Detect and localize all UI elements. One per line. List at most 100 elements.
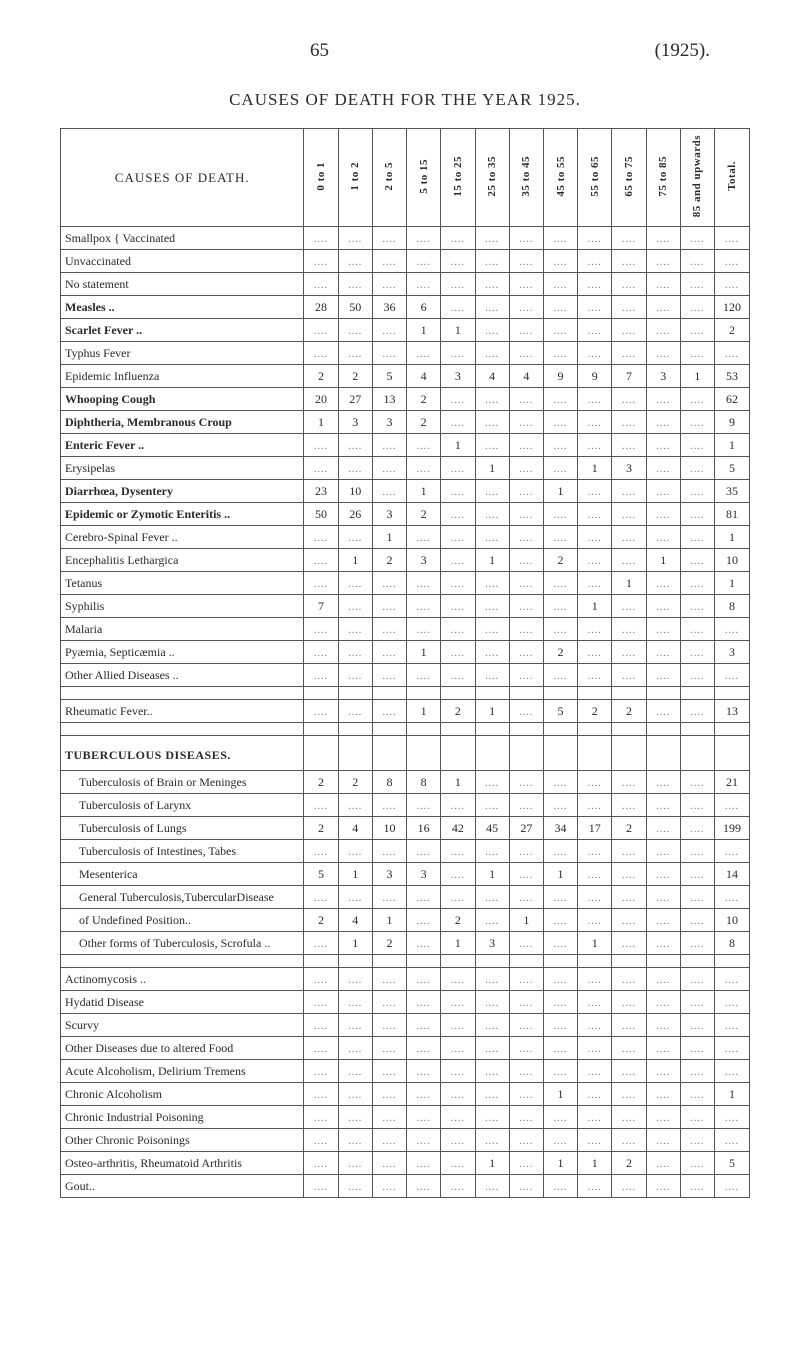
value-cell — [372, 641, 406, 664]
column-header-total: Total. — [715, 129, 750, 227]
value-cell: 23 — [304, 480, 338, 503]
value-cell — [372, 1129, 406, 1152]
value-cell — [543, 1106, 577, 1129]
cause-cell: Tetanus — [61, 572, 304, 595]
value-cell — [441, 572, 475, 595]
column-header-range: 15 to 25 — [441, 129, 475, 227]
value-cell — [441, 549, 475, 572]
total-cell: 10 — [715, 909, 750, 932]
value-cell: 10 — [372, 817, 406, 840]
value-cell — [680, 700, 714, 723]
value-cell — [509, 480, 543, 503]
table-row: Diarrhœa, Dysentery23101135 — [61, 480, 750, 503]
value-cell — [509, 342, 543, 365]
value-cell — [578, 319, 612, 342]
value-cell: 1 — [509, 909, 543, 932]
value-cell: 8 — [372, 771, 406, 794]
value-cell — [680, 319, 714, 342]
value-cell — [441, 618, 475, 641]
value-cell — [646, 296, 680, 319]
value-cell — [578, 434, 612, 457]
value-cell — [543, 932, 577, 955]
value-cell — [338, 1175, 372, 1198]
value-cell — [338, 595, 372, 618]
value-cell — [372, 840, 406, 863]
value-cell — [680, 250, 714, 273]
value-cell — [509, 1083, 543, 1106]
value-cell — [475, 794, 509, 817]
value-cell — [612, 250, 646, 273]
value-cell — [680, 664, 714, 687]
value-cell — [304, 549, 338, 572]
value-cell — [646, 771, 680, 794]
value-cell — [680, 794, 714, 817]
cause-cell: Acute Alcoholism, Delirium Tremens — [61, 1060, 304, 1083]
value-cell — [372, 1014, 406, 1037]
value-cell — [680, 687, 714, 700]
value-cell — [646, 1106, 680, 1129]
value-cell — [372, 618, 406, 641]
total-cell — [715, 1129, 750, 1152]
table-row: Enteric Fever ..11 — [61, 434, 750, 457]
value-cell — [509, 227, 543, 250]
value-cell — [509, 319, 543, 342]
table-row: Smallpox { Vaccinated — [61, 227, 750, 250]
value-cell — [304, 794, 338, 817]
value-cell: 10 — [338, 480, 372, 503]
value-cell — [578, 641, 612, 664]
value-cell — [441, 595, 475, 618]
value-cell: 16 — [407, 817, 441, 840]
value-cell — [304, 1129, 338, 1152]
value-cell: 1 — [543, 480, 577, 503]
total-cell: 3 — [715, 641, 750, 664]
value-cell — [338, 1106, 372, 1129]
value-cell — [441, 687, 475, 700]
value-cell — [509, 991, 543, 1014]
value-cell — [612, 319, 646, 342]
value-cell — [543, 342, 577, 365]
value-cell — [543, 618, 577, 641]
value-cell — [646, 526, 680, 549]
table-row: General Tuberculosis,TubercularDisease — [61, 886, 750, 909]
table-row: Tuberculosis of Larynx — [61, 794, 750, 817]
cause-cell: Diphtheria, Membranous Croup — [61, 411, 304, 434]
value-cell — [338, 794, 372, 817]
value-cell — [372, 1152, 406, 1175]
value-cell — [475, 227, 509, 250]
value-cell — [646, 1152, 680, 1175]
cause-cell: No statement — [61, 273, 304, 296]
value-cell — [407, 932, 441, 955]
value-cell — [304, 955, 338, 968]
table-row: Epidemic or Zymotic Enteritis ..50263281 — [61, 503, 750, 526]
value-cell — [338, 840, 372, 863]
value-cell: 1 — [441, 319, 475, 342]
value-cell — [475, 909, 509, 932]
value-cell — [612, 723, 646, 736]
value-cell — [578, 250, 612, 273]
value-cell — [578, 388, 612, 411]
value-cell — [441, 1175, 475, 1198]
value-cell — [509, 250, 543, 273]
table-row: Osteo-arthritis, Rheumatoid Arthritis111… — [61, 1152, 750, 1175]
value-cell — [338, 572, 372, 595]
value-cell — [304, 723, 338, 736]
value-cell — [680, 388, 714, 411]
cause-cell: Other forms of Tuberculosis, Scrofula .. — [61, 932, 304, 955]
value-cell: 3 — [407, 863, 441, 886]
value-cell — [441, 342, 475, 365]
table-row: Measles ..2850366120 — [61, 296, 750, 319]
value-cell — [407, 457, 441, 480]
value-cell — [475, 1060, 509, 1083]
value-cell — [612, 434, 646, 457]
value-cell: 2 — [543, 549, 577, 572]
table-row: Whooping Cough202713262 — [61, 388, 750, 411]
cause-cell: Scarlet Fever .. — [61, 319, 304, 342]
value-cell — [407, 618, 441, 641]
value-cell — [304, 1152, 338, 1175]
value-cell: 2 — [441, 700, 475, 723]
value-cell — [578, 723, 612, 736]
total-cell: 21 — [715, 771, 750, 794]
value-cell: 6 — [407, 296, 441, 319]
value-cell — [543, 840, 577, 863]
value-cell — [680, 1014, 714, 1037]
